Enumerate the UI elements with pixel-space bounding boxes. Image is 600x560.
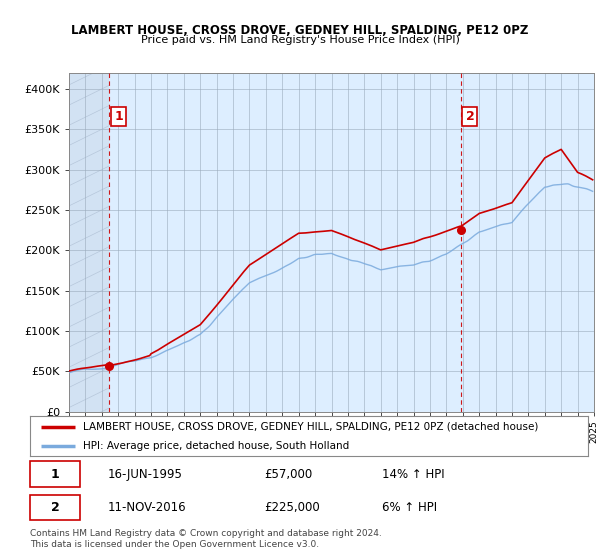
Text: 16-JUN-1995: 16-JUN-1995 [108, 468, 183, 480]
Text: Price paid vs. HM Land Registry's House Price Index (HPI): Price paid vs. HM Land Registry's House … [140, 35, 460, 45]
Text: HPI: Average price, detached house, South Holland: HPI: Average price, detached house, Sout… [83, 441, 349, 451]
Text: LAMBERT HOUSE, CROSS DROVE, GEDNEY HILL, SPALDING, PE12 0PZ (detached house): LAMBERT HOUSE, CROSS DROVE, GEDNEY HILL,… [83, 422, 538, 432]
Text: 2: 2 [51, 501, 59, 514]
Text: Contains HM Land Registry data © Crown copyright and database right 2024.
This d: Contains HM Land Registry data © Crown c… [30, 529, 382, 549]
FancyBboxPatch shape [30, 461, 80, 487]
Bar [69, 73, 109, 412]
Text: 11-NOV-2016: 11-NOV-2016 [108, 501, 187, 514]
Text: 6% ↑ HPI: 6% ↑ HPI [382, 501, 437, 514]
Text: 2: 2 [466, 110, 474, 123]
Text: £225,000: £225,000 [265, 501, 320, 514]
FancyBboxPatch shape [30, 494, 80, 520]
Text: 1: 1 [114, 110, 123, 123]
Text: 14% ↑ HPI: 14% ↑ HPI [382, 468, 444, 480]
Text: £57,000: £57,000 [265, 468, 313, 480]
Text: 1: 1 [51, 468, 59, 480]
Text: LAMBERT HOUSE, CROSS DROVE, GEDNEY HILL, SPALDING, PE12 0PZ: LAMBERT HOUSE, CROSS DROVE, GEDNEY HILL,… [71, 24, 529, 36]
